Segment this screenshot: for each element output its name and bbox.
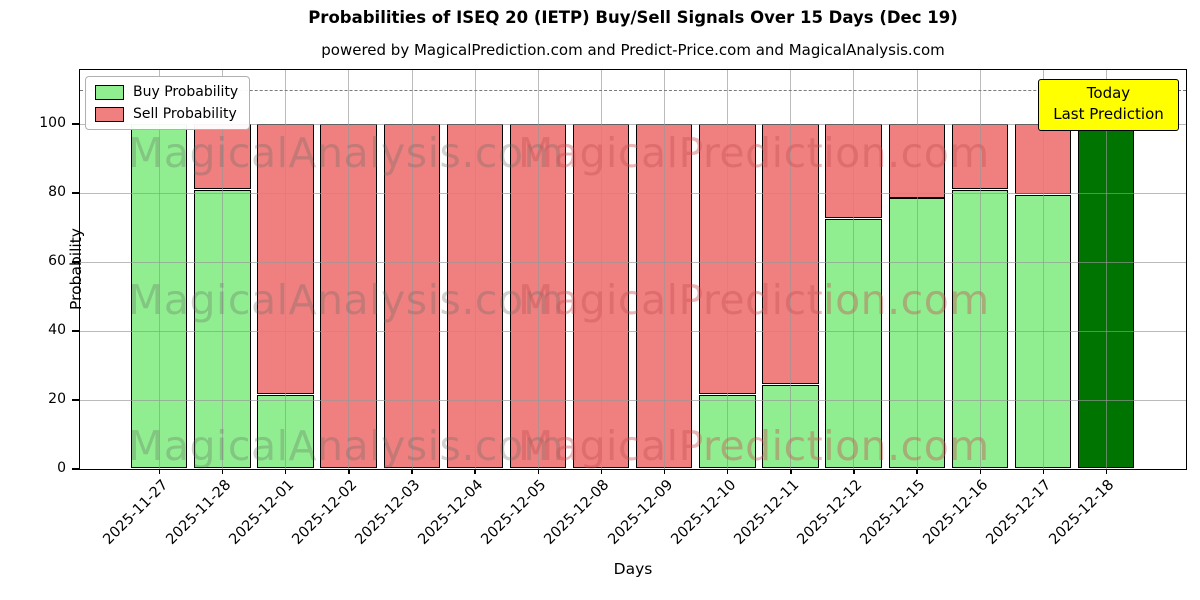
sell-swatch-icon [95,106,124,122]
y-tick-label: 40 [48,322,66,339]
x-gridline [348,70,350,469]
y-gridline [80,192,1186,194]
y-gridline [80,330,1186,332]
x-axis-title: Days [613,560,653,578]
chart-title: Probabilities of ISEQ 20 (IETP) Buy/Sell… [308,8,958,27]
y-tick-label: 20 [48,391,66,408]
x-gridline [285,70,287,469]
dashed-guide-line [80,89,1186,91]
legend: Buy Probability Sell Probability [85,76,251,130]
x-tick-mark [1042,469,1045,474]
y-axis-title: Probability [67,228,85,310]
x-gridline [979,70,981,469]
y-gridline [80,261,1186,263]
x-gridline [1042,70,1044,469]
x-gridline [853,70,855,469]
x-gridline [411,70,413,469]
x-tick-mark [537,469,539,474]
y-tick-label: 100 [39,115,66,132]
plot-area: Probability Buy Probability Sell Probabi… [39,69,1187,548]
y-tick-mark [71,330,79,332]
chart-subtitle: powered by MagicalPrediction.com and Pre… [321,41,945,59]
y-tick-mark [71,399,79,401]
buy-swatch-icon [95,84,124,100]
x-gridline [790,70,792,469]
x-gridline [727,70,729,469]
legend-item-sell: Sell Probability [95,106,238,122]
y-tick-mark [71,468,79,470]
x-gridline [222,70,224,469]
legend-label-sell: Sell Probability [133,106,237,122]
x-tick-mark [158,469,161,474]
x-gridline [916,70,918,469]
x-tick-mark [411,469,413,474]
y-tick-label: 0 [57,460,66,476]
x-gridline [1105,70,1107,469]
legend-item-buy: Buy Probability [95,84,238,100]
x-tick-mark [979,469,981,474]
y-tick-mark [71,261,79,263]
x-gridline [600,70,602,469]
x-tick-mark [663,469,666,474]
x-tick-mark [853,469,855,474]
x-gridline [474,70,476,469]
x-tick-mark [221,469,224,474]
x-tick-mark [790,469,792,474]
x-tick-mark [474,469,476,474]
y-tick-label: 60 [48,253,66,270]
y-gridline [80,399,1186,401]
y-tick-label: 80 [48,184,66,201]
x-tick-mark [600,469,603,474]
y-tick-mark [71,123,79,125]
x-tick-mark [916,469,918,474]
legend-label-buy: Buy Probability [133,84,239,100]
x-tick-mark [285,469,287,474]
today-annotation-line2: Last Prediction [1053,105,1164,124]
x-tick-mark [1105,469,1108,474]
x-tick-mark [726,469,729,474]
x-gridline [159,70,160,469]
x-gridline [664,70,666,469]
today-annotation-box: Today Last Prediction [1038,79,1179,131]
x-gridline [537,70,539,469]
y-tick-mark [71,192,79,194]
today-annotation-line1: Today [1086,84,1131,102]
x-tick-mark [348,469,350,474]
y-gridline [80,123,1186,125]
